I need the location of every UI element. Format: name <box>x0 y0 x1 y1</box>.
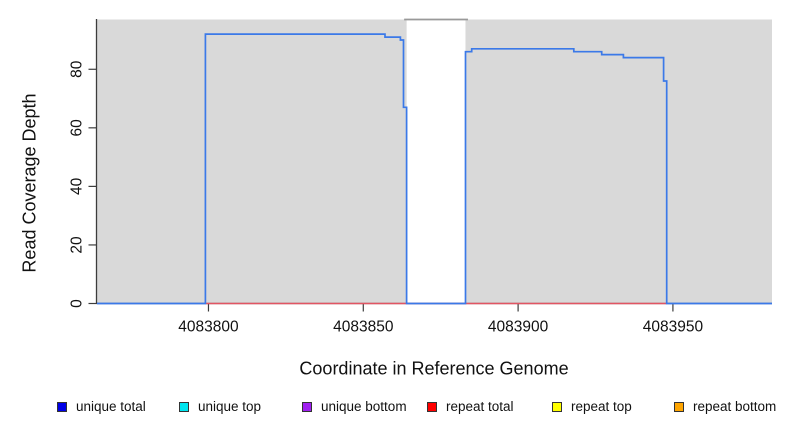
x-tick-label: 4083800 <box>178 319 239 336</box>
legend-item-unique-top: unique top <box>179 398 261 416</box>
legend-swatch-unique-top <box>179 402 189 412</box>
legend-label: unique total <box>76 399 146 414</box>
x-axis-title: Coordinate in Reference Genome <box>299 358 569 379</box>
plot-canvas: 4083800 4083850 4083900 4083950 0 20 40 60 80 <box>69 18 772 336</box>
y-tick-label: 20 <box>69 236 86 254</box>
unique-total-line <box>97 33 772 305</box>
legend-label: repeat total <box>446 399 514 414</box>
legend-label: repeat top <box>571 399 632 414</box>
legend-item-repeat-bottom: repeat bottom <box>674 398 776 416</box>
y-tick-label: 0 <box>69 299 86 308</box>
x-tick-label: 4083900 <box>488 319 549 336</box>
legend-label: repeat bottom <box>693 399 777 414</box>
gap-band <box>406 19 466 304</box>
legend-swatch-repeat-top <box>552 402 562 412</box>
legend-item-repeat-top: repeat top <box>552 398 632 416</box>
x-tick-label: 4083950 <box>643 319 704 336</box>
y-tick-label: 80 <box>69 60 86 78</box>
legend: unique total unique top unique bottom re… <box>0 398 792 418</box>
legend-swatch-unique-total <box>57 402 67 412</box>
legend-swatch-repeat-bottom <box>674 402 684 412</box>
legend-swatch-repeat-total <box>427 402 437 412</box>
legend-item-unique-bottom: unique bottom <box>302 398 407 416</box>
y-axis-title: Read Coverage Depth <box>19 93 40 273</box>
y-tick-label: 40 <box>69 177 86 195</box>
legend-item-unique-total: unique total <box>57 398 146 416</box>
y-tick-label: 60 <box>69 119 86 137</box>
legend-swatch-unique-bottom <box>302 402 312 412</box>
legend-label: unique top <box>198 399 262 414</box>
x-tick-label: 4083850 <box>333 319 394 336</box>
legend-item-repeat-total: repeat total <box>427 398 514 416</box>
legend-label: unique bottom <box>321 399 407 414</box>
